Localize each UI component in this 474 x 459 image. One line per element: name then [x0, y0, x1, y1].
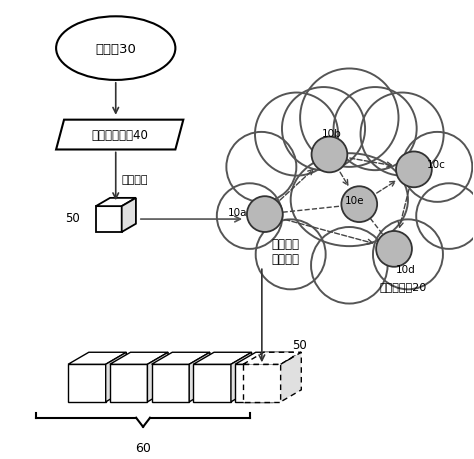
Polygon shape [56, 120, 183, 150]
Polygon shape [96, 198, 136, 207]
Circle shape [376, 231, 412, 267]
Polygon shape [235, 364, 273, 402]
Polygon shape [147, 353, 168, 402]
Text: 区块链网络20: 区块链网络20 [379, 281, 427, 291]
Polygon shape [122, 198, 136, 232]
Polygon shape [68, 353, 127, 364]
Polygon shape [235, 353, 293, 364]
Text: 10e: 10e [345, 196, 364, 206]
Polygon shape [193, 353, 252, 364]
Circle shape [247, 197, 283, 232]
Polygon shape [106, 353, 127, 402]
Polygon shape [243, 353, 301, 364]
Polygon shape [110, 364, 147, 402]
Circle shape [311, 137, 347, 173]
Polygon shape [110, 353, 168, 364]
Polygon shape [273, 353, 293, 402]
Polygon shape [152, 364, 189, 402]
Polygon shape [193, 364, 231, 402]
Text: 交易池30: 交易池30 [95, 43, 136, 56]
Polygon shape [189, 353, 210, 402]
Circle shape [396, 152, 432, 188]
Circle shape [341, 187, 377, 223]
Text: 50: 50 [65, 211, 81, 224]
Polygon shape [152, 353, 210, 364]
Ellipse shape [56, 17, 175, 81]
Text: 验证通过: 验证通过 [122, 175, 148, 185]
Text: 10a: 10a [228, 207, 248, 218]
Polygon shape [231, 353, 252, 402]
Text: 满足预设
共识策略: 满足预设 共识策略 [272, 238, 300, 266]
Text: 10c: 10c [426, 160, 445, 170]
Text: 60: 60 [135, 441, 151, 454]
Text: 10d: 10d [396, 264, 416, 274]
Text: 50: 50 [285, 339, 306, 362]
Polygon shape [68, 364, 106, 402]
Text: 交易数据集合40: 交易数据集合40 [91, 129, 148, 142]
Polygon shape [243, 364, 281, 402]
Text: 10b: 10b [321, 129, 341, 138]
Polygon shape [96, 207, 122, 232]
Polygon shape [281, 353, 301, 402]
